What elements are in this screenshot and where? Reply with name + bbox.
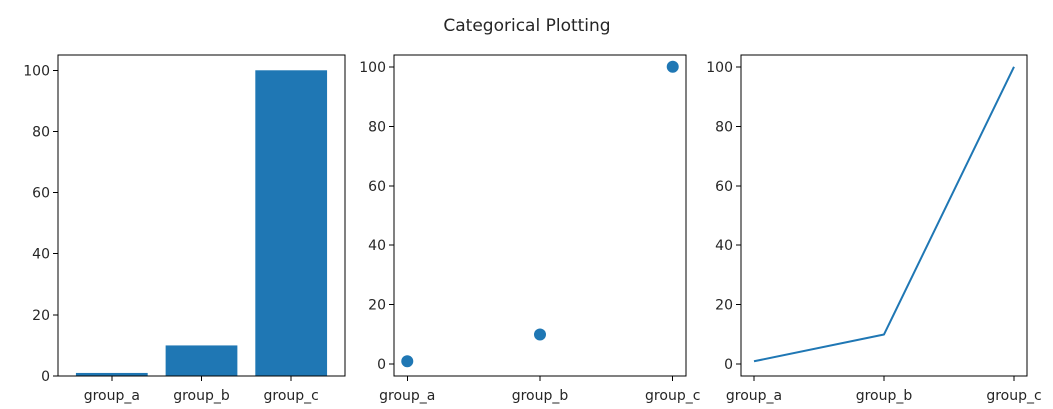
x-tick-label: group_a (84, 388, 140, 404)
x-tick-label: group_b (173, 388, 230, 404)
x-tick-label: group_a (726, 388, 782, 404)
line-chart-panel: 0 20 40 60 80 100 group_a group_b group_c (706, 54, 1042, 404)
x-tick-label: group_c (264, 388, 319, 404)
line-series (753, 66, 1015, 363)
x-tick-label: group_c (645, 388, 700, 404)
y-tick-label: 20 (715, 298, 733, 314)
axes-frame (740, 54, 1028, 377)
y-tick-label: 60 (715, 179, 733, 195)
y-tick-label: 60 (368, 179, 386, 195)
y-tick-label: 20 (368, 298, 386, 314)
y-tick-label: 0 (377, 357, 386, 373)
axes-frame (393, 54, 687, 377)
y-tick-label: 40 (368, 238, 386, 254)
y-tick-label: 40 (32, 247, 50, 263)
y-tick-label: 80 (715, 119, 733, 135)
bar-group_a (75, 372, 148, 376)
y-tick-label: 80 (32, 124, 50, 140)
y-tick-label: 0 (41, 369, 50, 385)
bar-group_b (165, 345, 238, 376)
y-tick-label: 100 (359, 60, 386, 76)
y-tick-label: 80 (368, 119, 386, 135)
x-tick-label: group_b (856, 388, 913, 404)
y-tick-label: 0 (724, 357, 733, 373)
point-group_a (401, 355, 414, 368)
y-tick-label: 100 (706, 60, 733, 76)
scatter-chart-panel: 0 20 40 60 80 100 group_a group_b group_c (359, 54, 700, 404)
y-tick-label: 100 (23, 63, 50, 79)
y-tick-label: 40 (715, 238, 733, 254)
x-tick-label: group_a (379, 388, 435, 404)
point-group_c (666, 60, 679, 73)
y-tick-label: 60 (32, 186, 50, 202)
y-tick-label: 20 (32, 308, 50, 324)
x-tick-label: group_c (986, 388, 1041, 404)
bar-group_c (255, 70, 328, 377)
x-tick-label: group_b (512, 388, 569, 404)
bar-chart-panel: 0 20 40 60 80 100 group_a group_b group_c (23, 54, 346, 404)
point-group_b (534, 328, 546, 341)
figure-title: Categorical Plotting (443, 16, 610, 36)
